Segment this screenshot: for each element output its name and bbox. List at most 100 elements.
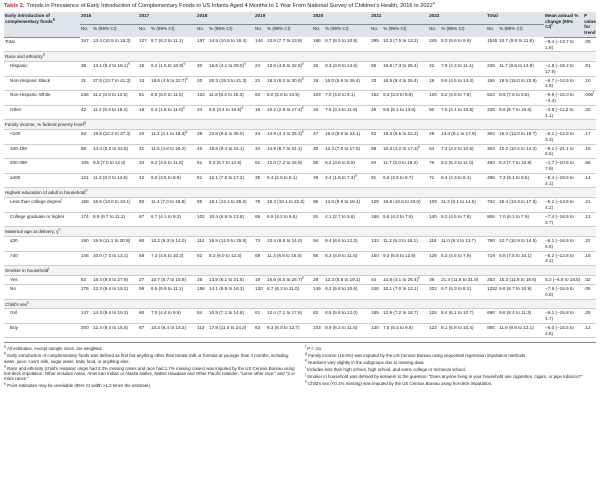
table-cell: 10.4 (6.9 to 13.8): [209, 213, 245, 219]
table-cell: 9.3 (5.7 to 12.9): [209, 160, 242, 166]
table-cell: 236: [487, 63, 495, 69]
table-cell: 19: [255, 277, 261, 283]
table-cell: 9.2 (6.0 to 12.4): [209, 252, 242, 258]
table-cell: 67: [139, 325, 145, 331]
cell-note: f: [593, 90, 595, 95]
table-cell: 123: [197, 92, 205, 98]
sub-header: % (95% CI): [266, 24, 313, 38]
table-cell: 10.4 (6.8 to 14.0): [267, 238, 303, 244]
cell-text: 13.1 (6.2 to 18.1): [93, 63, 128, 69]
table-cell: 22: [255, 77, 261, 83]
section-row: Child's sexk: [4, 299, 597, 309]
table-cell: 126: [429, 252, 437, 258]
table-cell: 8.4 (6.1 to 10.7): [441, 310, 474, 316]
table-cell: 49: [429, 131, 435, 137]
section-note: k: [27, 299, 29, 304]
section-row: Race and ethnicityd: [4, 51, 597, 62]
table-cell: −6.1 (−15.8 to 4.7): [545, 310, 574, 322]
row-label: ≤30: [4, 237, 80, 252]
table-cell: .15: [584, 145, 591, 151]
table-cell: −7.9 (−15.9 to 0.8): [545, 286, 574, 297]
footnote-text: P < .01.: [307, 346, 323, 352]
cell-note: e: [128, 61, 130, 66]
table-cell: 13.4 (10.5 to 16.3): [93, 38, 131, 44]
table-cell: 450: [487, 160, 495, 166]
row-label: Less than college degreei: [4, 198, 80, 213]
header-row: No.% (95% CI) No.% (95% CI) No.% (95% CI) N…: [4, 24, 596, 38]
table-cell: 15.9 (11.1 to 20.8): [93, 238, 131, 244]
sub-header: % (95% CI): [92, 24, 139, 38]
table-cell: 9.3 (5.8 to 12.9): [383, 252, 416, 258]
footnote-text: Early introduction of complementary food…: [4, 353, 289, 364]
footnote-text: All estimates, except sample sizes, are …: [6, 346, 103, 352]
table-cell: 8.3 (4.9 to 11.6): [325, 252, 358, 258]
table-cell: 11.9 (8.4 to 15.3): [209, 92, 244, 98]
table-cell: −5.1 (−13.5 to 4.2): [545, 199, 574, 210]
table-cell: 15.4 (13.3 to 17.6): [499, 199, 537, 205]
footnote: a All estimates, except sample sizes, ar…: [4, 345, 295, 352]
table-cell: 190: [81, 238, 89, 244]
table-cell: 66: [255, 213, 261, 219]
section-note: j: [48, 266, 49, 271]
table-cell: −8.4 (−19.5 to 4.1): [545, 175, 574, 186]
row-label-text: Less than college degree: [10, 199, 62, 205]
table-cell: 105: [81, 160, 89, 166]
table-cell: 18.6 (13.0 to 24.1): [93, 199, 131, 205]
table-cell: 133: [371, 238, 379, 244]
sub-header: No.: [138, 24, 151, 38]
table-cell: 7.3 (6.1 to 8.6): [499, 175, 529, 180]
footnote: g Family income (16.0%) was imputed by t…: [305, 352, 596, 358]
table-cell: 12.2 (10.2 to 14.3): [499, 145, 537, 151]
section-row: Family income, % federal poverty levelg: [4, 119, 597, 130]
table-cell: 347: [81, 38, 89, 44]
table-cell: 6.2 (1.5 to 10.9)e: [150, 62, 196, 77]
table-cell: 13: [139, 77, 145, 83]
table-cell: 62: [371, 131, 377, 137]
table-cell: 147: [81, 310, 89, 316]
table-cell: 11.3 (6.8 to 16.0): [267, 252, 302, 258]
table-cell: 6.2 (4.5 to 7.9): [441, 252, 471, 258]
cell-note: e: [302, 275, 305, 280]
cell-note: e: [183, 61, 186, 66]
table-cell: 7.9 (4.3 to 11.4): [441, 63, 474, 69]
table-cell: 33: [371, 77, 377, 83]
section-row: Highest education of adult in householdh: [4, 187, 597, 198]
table-cell: 8.0 (5.6 to 10.5): [267, 92, 300, 98]
table-cell: 58: [139, 252, 145, 258]
table-cell: 150: [371, 252, 379, 258]
table-cell: 156: [487, 77, 495, 83]
table-cell: 61: [255, 310, 261, 316]
table-cell: 7.0 (4.4 to 9.5): [151, 310, 181, 316]
footnote: d Race and ethnicity (child's Hispanic o…: [4, 364, 295, 382]
table-cell: 114: [197, 238, 205, 244]
table-cell: 14.9 (8.7 to 21.1): [267, 145, 303, 151]
table-cell: .06: [584, 286, 591, 292]
table-row: Less than college degreei 168 18.6 (13.0 t…: [4, 198, 597, 213]
table-row: Girl 147 14.3 (9.4 to 19.3) 60 7.0 (4.4 to 9…: [4, 309, 597, 324]
table-cell: 7.6 (3.3 to 11.9): [325, 106, 358, 112]
table-cell: 806: [487, 213, 495, 219]
section-label: Family income, % federal poverty levelg: [4, 119, 597, 130]
table-cell: 95: [313, 199, 319, 205]
table-cell: 31: [81, 77, 87, 83]
table-cell: 102: [197, 213, 205, 219]
table-cell: 11.2 (8.8 to 13.5): [93, 92, 128, 98]
table-cell: 67: [139, 213, 145, 219]
table-cell: 60: [139, 238, 145, 244]
table-cell: 16.0 (9.0 to 23.1): [325, 131, 361, 137]
header-text: Mean annual % change (95% CI): [545, 13, 579, 30]
table-cell: 18.6 (4.6 to 32.7)e: [150, 76, 196, 91]
table-cell: .17: [584, 131, 591, 137]
table-cell: −3.8 (−11.2 to 4.1): [545, 106, 574, 118]
table-cell: 16.8 (9.4 to 24.1): [209, 145, 245, 151]
table-cell: 92: [255, 92, 261, 98]
row-label: College graduate or higher: [4, 212, 80, 227]
table-cell: 16.9 (8.4 to 25.4): [383, 77, 419, 83]
table-cell: .14: [584, 175, 591, 180]
table-cell: 9.4 (6.6 to 12.2): [325, 238, 358, 244]
table-cell: 168: [81, 199, 89, 205]
section-label: Child's sexk: [4, 299, 597, 309]
cell-text: 6.2 (1.5 to 10.9): [151, 63, 184, 69]
table-cell: 14.0 (9.6 to 18.4): [325, 199, 361, 205]
section-label: Race and ethnicityd: [4, 51, 597, 62]
